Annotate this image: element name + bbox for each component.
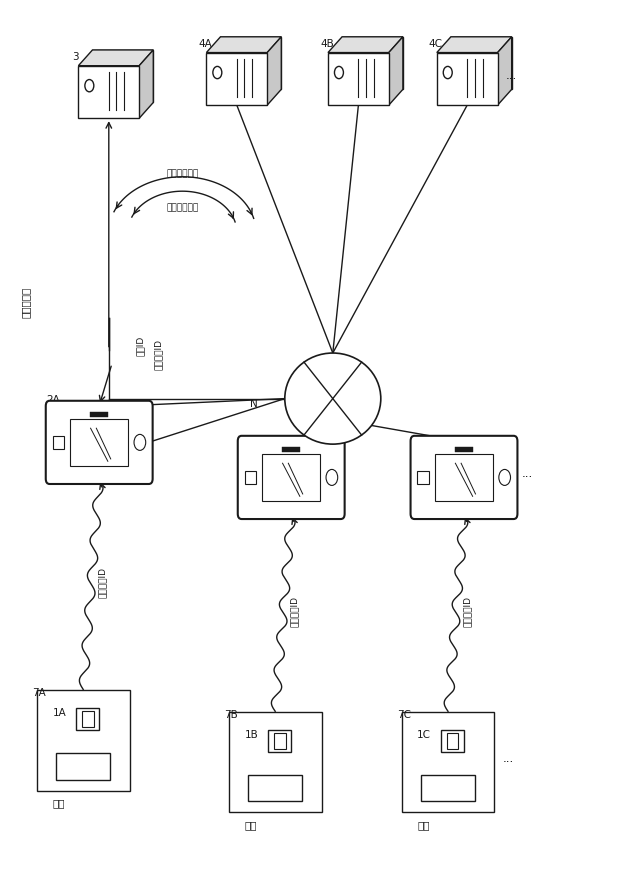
Bar [455,447,473,452]
Polygon shape [328,53,389,105]
Text: ビーコンID: ビーコンID [154,339,163,371]
Polygon shape [441,730,464,752]
Text: 4A: 4A [198,39,212,49]
Text: アップロード: アップロード [166,169,198,178]
Text: ビーコンID: ビーコンID [290,596,299,626]
Bar [417,471,429,484]
Bar [244,471,256,484]
Bar [90,412,108,417]
Polygon shape [229,711,321,813]
Text: 店舗: 店舗 [244,820,257,830]
Polygon shape [70,419,128,466]
Polygon shape [268,37,282,105]
Text: N: N [250,399,257,409]
FancyBboxPatch shape [46,401,152,484]
Text: コンテンツ: コンテンツ [20,286,31,318]
Polygon shape [37,690,130,790]
Bar [282,447,300,452]
FancyBboxPatch shape [411,435,518,519]
Polygon shape [437,37,512,53]
Text: 店舗: 店舗 [417,820,430,830]
Polygon shape [79,66,140,118]
Polygon shape [328,37,403,53]
Text: ビーコンID: ビーコンID [98,567,107,598]
Text: 2A: 2A [47,395,60,405]
Polygon shape [220,37,282,89]
Polygon shape [437,53,498,105]
Polygon shape [140,50,154,118]
Text: 端末ID: 端末ID [136,336,145,357]
Text: 3: 3 [72,53,79,62]
Polygon shape [268,730,291,752]
Text: 4C: 4C [429,39,443,49]
Text: 1A: 1A [52,708,66,717]
Polygon shape [79,50,154,66]
Polygon shape [498,37,512,105]
Text: 7A: 7A [32,689,45,698]
Text: 2B: 2B [239,436,252,446]
Text: 1C: 1C [417,730,431,739]
Ellipse shape [285,353,381,444]
Text: ビーコンID: ビーコンID [463,596,472,626]
Text: ...: ... [506,69,517,81]
Text: 7C: 7C [397,710,411,720]
Polygon shape [342,37,403,89]
Polygon shape [389,37,403,105]
Text: 1B: 1B [244,730,258,739]
Bar [52,436,64,449]
Text: 7B: 7B [224,710,237,720]
Polygon shape [93,50,154,102]
Polygon shape [435,454,493,501]
Polygon shape [262,454,320,501]
Polygon shape [451,37,512,89]
FancyBboxPatch shape [238,435,344,519]
Polygon shape [206,53,268,105]
Text: ダウンロード: ダウンロード [166,203,198,212]
Polygon shape [402,711,494,813]
Text: 2C: 2C [412,436,426,446]
Text: ...: ... [522,468,533,480]
Text: ...: ... [502,752,514,765]
Text: 店舗: 店舗 [52,798,65,808]
Text: 4B: 4B [320,39,333,49]
Polygon shape [76,708,99,731]
Polygon shape [206,37,282,53]
